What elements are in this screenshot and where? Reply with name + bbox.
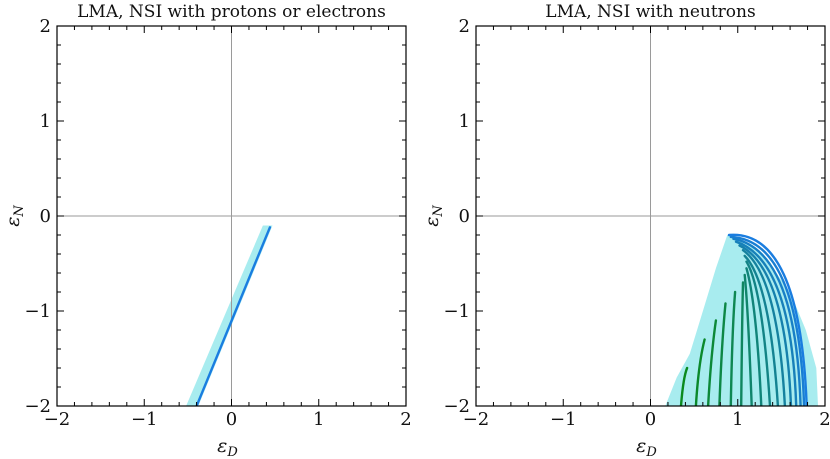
axis-ticks <box>56 25 407 407</box>
series-line-12 <box>738 244 793 406</box>
series-line-13 <box>734 240 798 406</box>
y-tick-label: 2 <box>40 16 51 37</box>
y-tick-label: 0 <box>40 206 51 227</box>
series-line-9 <box>745 260 772 406</box>
chart-title: LMA, NSI with neutrons <box>545 2 755 22</box>
series-line-7 <box>743 273 753 406</box>
series-line-2 <box>694 338 706 406</box>
y-tick-label: −2 <box>443 396 470 417</box>
axis-ticks <box>475 25 826 407</box>
series-line-10 <box>743 254 780 406</box>
y-tick-label: −1 <box>24 301 51 322</box>
plot-area <box>57 26 406 406</box>
x-tick-label: 1 <box>732 409 743 430</box>
y-axis-label: εN <box>2 205 27 227</box>
chart-title: LMA, NSI with protons or electrons <box>77 2 386 22</box>
y-tick-label: 2 <box>459 16 470 37</box>
series-line-11 <box>741 249 787 406</box>
series-line-1 <box>195 226 272 406</box>
series-line-8 <box>745 267 763 406</box>
series-line-3 <box>706 319 718 406</box>
series-line-15 <box>729 235 806 406</box>
x-tick-label: 2 <box>400 409 411 430</box>
series-line-5 <box>729 290 737 406</box>
y-tick-label: 0 <box>459 206 470 227</box>
chart-panel-1: −2 −1 0 1 2 −2 −1 0 1 2 LMA, NSI with protons or e… <box>2 2 412 459</box>
x-axis-label: εD <box>217 435 238 459</box>
x-tick-label: −2 <box>463 409 490 430</box>
series-line-6 <box>740 281 745 406</box>
plot-area <box>476 26 825 406</box>
y-axis-label: εN <box>421 205 446 227</box>
chart-panel-2: −2 −1 0 1 2 −2 −1 0 1 2 LMA, NSI with neutrons εD εN <box>421 2 830 459</box>
y-tick-label: 1 <box>40 111 51 132</box>
x-tick-label: −1 <box>131 409 158 430</box>
x-tick-label: −1 <box>550 409 577 430</box>
x-tick-label: −2 <box>44 409 71 430</box>
x-tick-label: 1 <box>313 409 324 430</box>
series-line-14 <box>732 237 802 406</box>
series-line-16 <box>727 233 808 406</box>
x-tick-label: 0 <box>226 409 237 430</box>
y-tick-label: 1 <box>459 111 470 132</box>
series-line-1 <box>679 366 689 406</box>
x-axis-label: εD <box>636 435 657 459</box>
x-tick-label: 0 <box>645 409 656 430</box>
y-tick-label: −2 <box>24 396 51 417</box>
y-tick-label: −1 <box>443 301 470 322</box>
series-line-4 <box>718 302 727 406</box>
x-tick-label: 2 <box>819 409 830 430</box>
